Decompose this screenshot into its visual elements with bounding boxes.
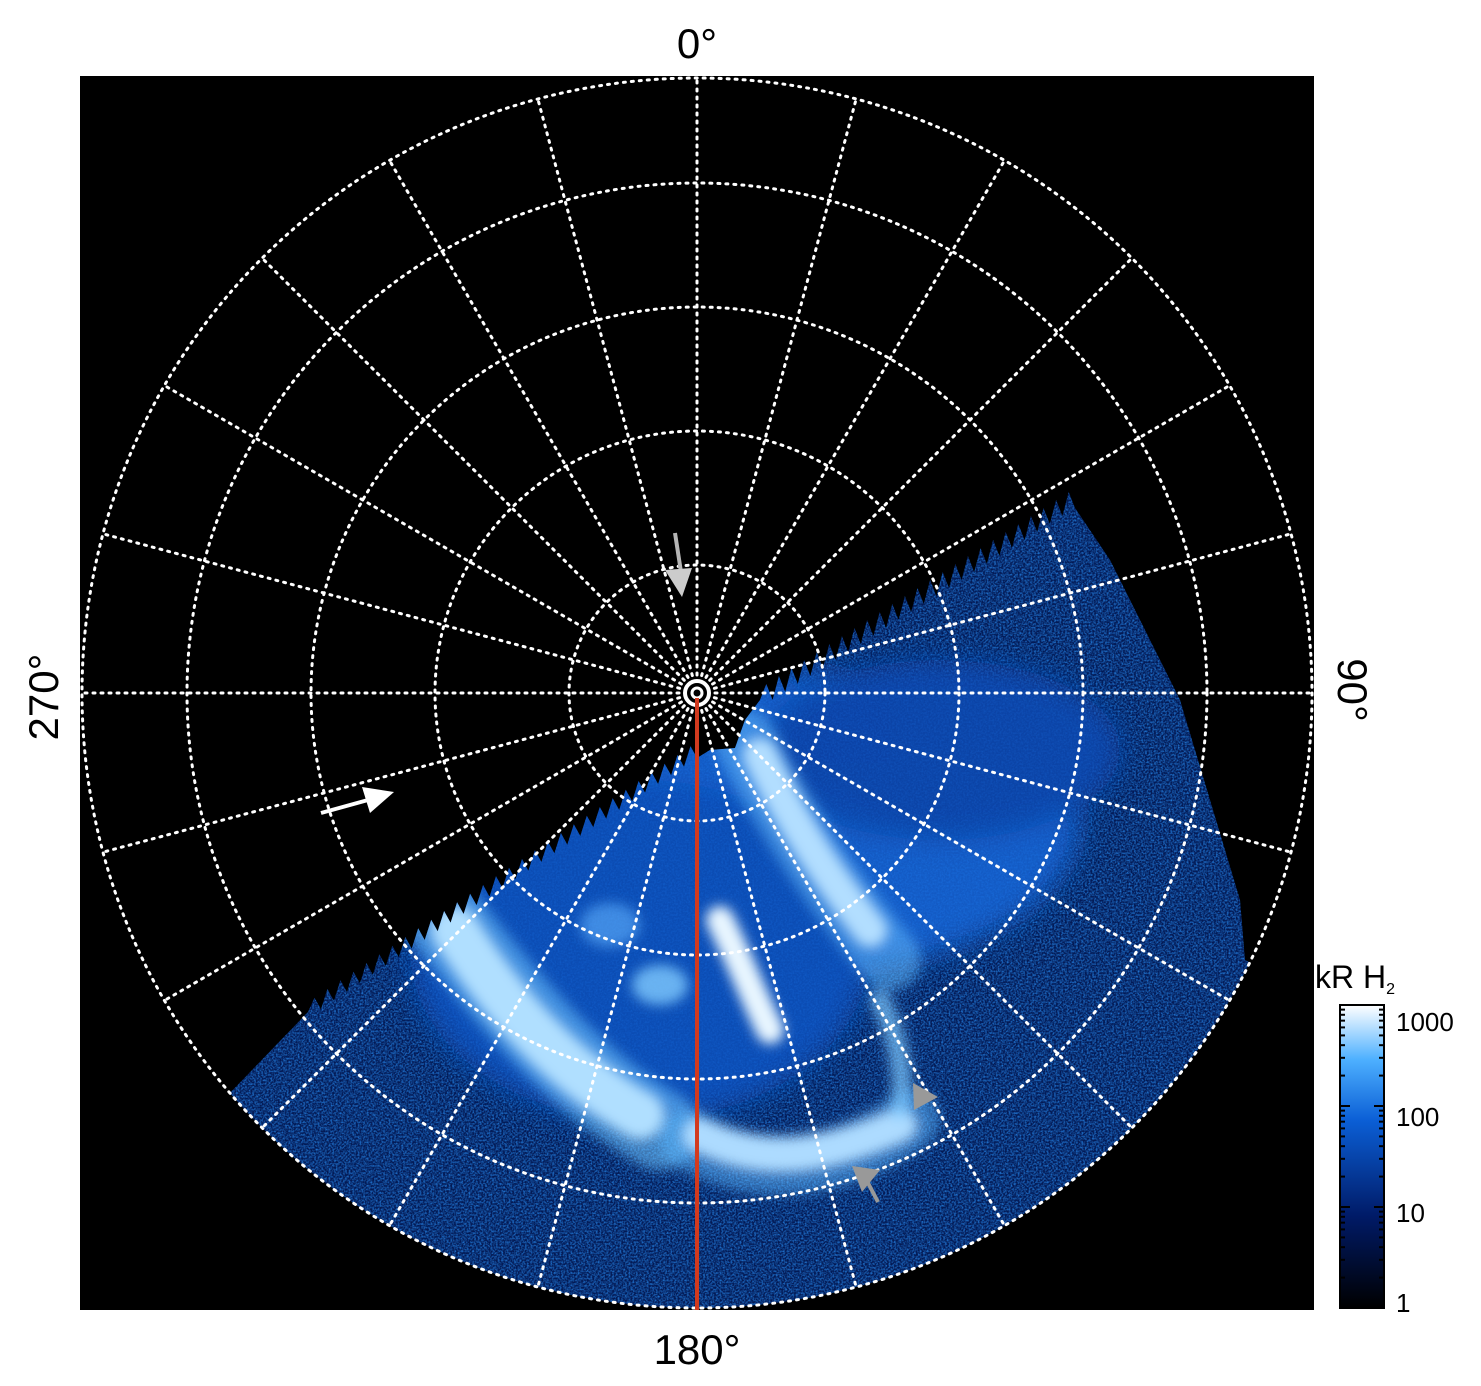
grid-spoke — [101, 696, 682, 854]
label-270-deg: 270° — [20, 654, 67, 741]
grid-spoke — [260, 256, 686, 682]
colorbar-tick-100: 100 — [1396, 1102, 1439, 1132]
colorbar-tick-1000: 1000 — [1396, 1007, 1454, 1037]
grid-spoke — [704, 158, 1006, 679]
grid-spoke — [260, 704, 686, 1130]
label-0-deg: 0° — [677, 20, 717, 67]
grid-spoke — [162, 700, 683, 1002]
inner-emission-patch — [706, 906, 784, 1044]
colorbar-gradient — [1339, 1004, 1385, 1309]
colorbar: kR H2 1000 100 10 1 — [1315, 959, 1454, 1318]
arrow-grey-bottom — [852, 1166, 880, 1203]
grid-spoke — [388, 158, 690, 679]
grid-spoke — [704, 707, 1006, 1228]
grid-circle — [80, 76, 1314, 1310]
grid-spoke — [700, 708, 858, 1289]
grid-spoke — [536, 97, 694, 678]
grid-spoke — [712, 532, 1293, 690]
arrow-grey-right — [913, 1083, 938, 1110]
colorbar-title: kR H2 — [1315, 959, 1395, 998]
arrow-white-left — [320, 787, 394, 815]
grid-spoke — [712, 696, 1293, 854]
grid-spoke — [162, 384, 683, 686]
colorbar-tick-10: 10 — [1396, 1198, 1425, 1228]
grid-spoke — [708, 704, 1134, 1130]
grid-spoke — [708, 256, 1134, 682]
grid-spoke — [536, 708, 694, 1289]
grid-spoke — [388, 707, 690, 1228]
grid-spoke — [711, 700, 1232, 1002]
grid-spoke — [700, 97, 858, 678]
grid-spoke — [711, 384, 1232, 686]
grid-spoke — [101, 532, 682, 690]
colorbar-tick-1: 1 — [1396, 1288, 1410, 1318]
polar-grid — [80, 76, 1314, 1310]
label-180-deg: 180° — [654, 1326, 741, 1373]
label-90-deg: 90° — [1329, 658, 1376, 722]
arrow-grey-top — [665, 532, 692, 597]
